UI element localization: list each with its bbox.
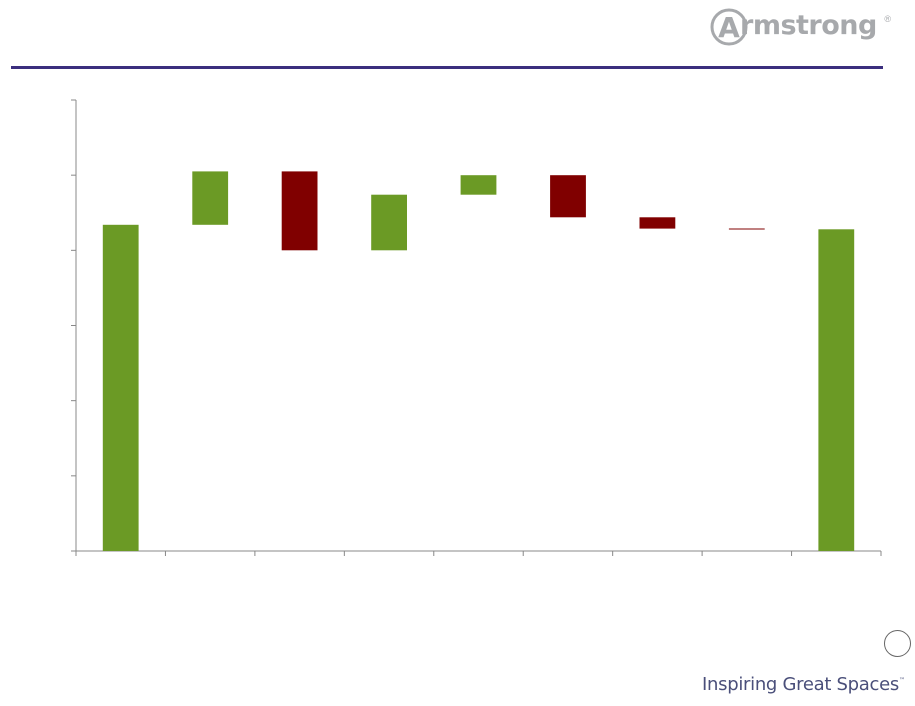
waterfall-bar-total — [818, 229, 855, 552]
waterfall-bar-decrease — [281, 171, 318, 251]
waterfall-bar-increase — [371, 194, 407, 251]
waterfall-bar-increase — [192, 171, 229, 225]
waterfall-bar-decrease — [550, 175, 586, 218]
page-number-circle — [884, 630, 911, 657]
waterfall-bar-total — [102, 224, 139, 552]
waterfall-bar-decrease — [639, 217, 676, 229]
trademark-mark: ™ — [898, 677, 905, 684]
logo-wordmark: rmstrong — [740, 10, 877, 41]
logo-initial: A — [718, 11, 740, 44]
logo-circle-icon: A — [710, 8, 748, 46]
armstrong-logo: A rmstrong ® — [707, 4, 897, 50]
chart-bars — [102, 171, 855, 552]
waterfall-bar-increase — [460, 175, 497, 195]
registered-mark: ® — [884, 14, 891, 24]
waterfall-bar-decrease — [728, 228, 765, 230]
tagline: Inspiring Great Spaces™ — [702, 674, 905, 695]
chart-axes — [71, 99, 882, 556]
tagline-text: Inspiring Great Spaces — [702, 674, 899, 695]
header-divider — [11, 66, 883, 69]
